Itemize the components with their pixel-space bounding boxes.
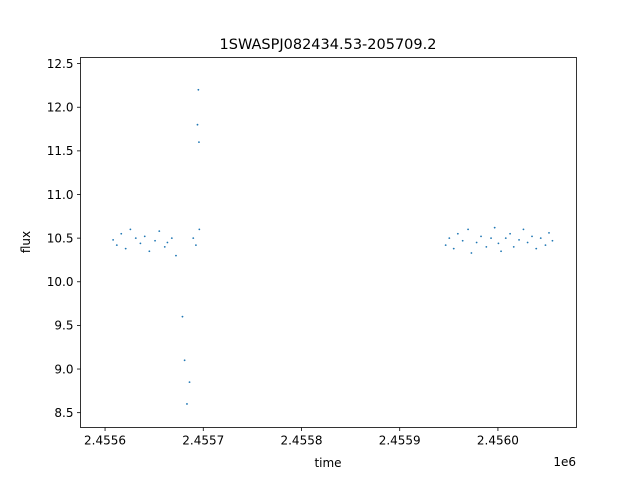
data-point [197,88,200,91]
data-point [134,237,137,240]
data-point [539,237,542,240]
data-point [198,228,201,231]
data-point [452,247,455,250]
x-tick-label: 2.4556 [84,434,126,448]
data-point [461,239,464,242]
data-point [544,244,547,247]
data-point [181,315,184,318]
data-point [183,359,186,362]
data-point [196,123,199,126]
data-point [480,235,482,238]
x-axis-label: time [314,456,341,470]
data-point [475,241,478,244]
data-point [522,228,525,231]
data-point [497,242,500,245]
data-point [467,228,469,231]
data-point [535,247,538,250]
data-point [531,235,533,238]
data-point [124,247,127,250]
data-point [139,242,142,245]
data-point [493,226,496,229]
data-point [186,403,188,405]
data-point [509,232,511,235]
data-point [129,228,132,231]
data-point [485,245,488,248]
data-point [175,254,177,257]
data-point [518,238,520,241]
y-tick-label: 12.5 [47,57,74,71]
y-tick-label: 11.0 [47,188,74,202]
data-point [504,237,507,240]
data-point [500,250,502,253]
y-tick-label: 10.0 [47,275,74,289]
y-tick-label: 10.5 [47,231,74,245]
data-point [163,245,166,248]
data-point [192,237,195,240]
scatter-points [112,88,554,405]
data-point [148,250,151,253]
y-axis-label: flux [19,231,33,253]
x-tick-label: 2.4560 [477,434,519,448]
data-point [154,239,156,242]
y-tick-label: 8.5 [54,406,73,420]
data-point [158,230,161,233]
x-tick-label: 2.4559 [379,434,421,448]
y-tick-label: 9.5 [54,319,73,333]
data-point [448,237,451,240]
data-point [143,235,146,238]
data-point [188,381,191,384]
chart-title: 1SWASPJ082434.53-205709.2 [220,37,437,53]
data-point [120,232,123,235]
data-point [195,244,197,247]
y-tick-label: 11.5 [47,144,74,158]
data-point [170,237,173,240]
data-point [112,238,115,241]
data-point [198,141,200,144]
x-tick-label: 2.4557 [182,434,224,448]
data-point [490,237,492,240]
data-point [551,239,554,242]
data-point [444,244,447,247]
y-tick-label: 12.0 [47,101,74,115]
y-axis-ticks: 8.5 9.0 9.5 10.0 10.5 11.0 11.5 12.0 12.5 [47,57,81,420]
data-point [456,232,459,235]
x-tick-label: 2.4558 [280,434,322,448]
data-point [512,245,515,248]
data-point [470,252,473,254]
y-tick-label: 9.0 [54,362,73,376]
x-axis-offset-label: 1e6 [553,455,576,469]
data-point [548,232,550,234]
data-point [115,244,118,247]
data-point [526,241,529,244]
plot-frame [80,57,577,428]
x-axis-ticks: 2.4556 2.4557 2.4558 2.4559 2.4560 [84,427,519,448]
data-point [166,241,169,244]
